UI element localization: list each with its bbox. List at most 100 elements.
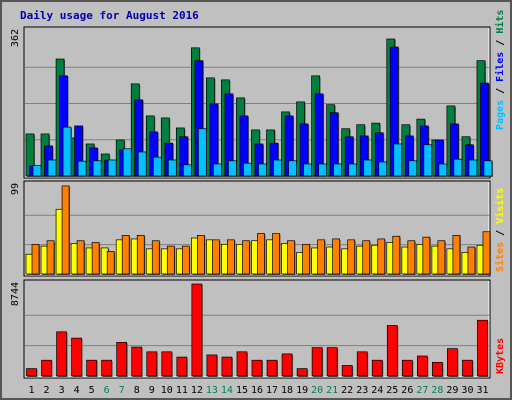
bar-pages xyxy=(303,163,312,177)
x-tick-label: 1 xyxy=(29,385,35,396)
bar-kbytes xyxy=(146,351,158,377)
bar-sites xyxy=(362,240,371,275)
x-tick-label: 20 xyxy=(311,385,323,396)
bar-kbytes xyxy=(432,361,443,377)
bar-sites xyxy=(422,236,431,275)
panel-hits-files-pages: 362 Pages / Files / Hits xyxy=(10,10,506,179)
x-tick-label: 30 xyxy=(461,385,473,396)
bar-pages xyxy=(453,158,463,177)
bar-pages xyxy=(333,163,342,177)
bar-sites xyxy=(106,251,115,275)
bar-kbytes xyxy=(477,319,488,377)
bar-kbytes xyxy=(131,346,143,377)
x-tick-label: 4 xyxy=(74,385,80,396)
axis-max-label: 362 xyxy=(10,29,21,47)
bar-pages xyxy=(47,159,57,177)
bar-kbytes xyxy=(326,347,338,377)
legend-visits-sites: Sites / Visits xyxy=(494,188,506,272)
bar-pages xyxy=(378,161,388,177)
bar-sites xyxy=(242,240,250,275)
bar-kbytes xyxy=(71,337,82,377)
x-tick-label: 11 xyxy=(176,385,188,396)
x-tick-label: 31 xyxy=(476,385,488,396)
bar-pages xyxy=(363,159,373,177)
bar-pages xyxy=(122,148,132,177)
bar-kbytes xyxy=(371,359,383,377)
bar-sites xyxy=(302,243,310,275)
bar-pages xyxy=(408,160,418,177)
bar-kbytes xyxy=(101,359,113,377)
bar-kbytes xyxy=(206,354,218,377)
bar-pages xyxy=(423,144,433,177)
bar-sites xyxy=(347,239,356,275)
bar-kbytes xyxy=(161,351,173,377)
panel-kbytes: 8744 KBytes xyxy=(10,279,506,379)
x-tick-label: 25 xyxy=(386,385,398,396)
bar-pages xyxy=(483,160,493,177)
bar-sites xyxy=(407,240,416,275)
bar-sites xyxy=(317,239,325,275)
chart-title: Daily usage for August 2016 xyxy=(20,9,199,22)
bar-pages xyxy=(77,160,87,177)
x-tick-label: 18 xyxy=(281,385,293,396)
legend-entry: / xyxy=(495,82,506,100)
bar-kbytes xyxy=(56,331,67,377)
legend-entry: Hits xyxy=(494,10,506,34)
x-tick-label: 3 xyxy=(59,385,65,396)
bar-kbytes xyxy=(191,283,203,377)
x-tick-label: 2 xyxy=(44,385,50,396)
bar-pages xyxy=(393,143,403,177)
bar-kbytes xyxy=(281,353,293,377)
bar-sites xyxy=(136,234,145,275)
bar-sites xyxy=(452,234,461,275)
bar-sites xyxy=(227,239,235,275)
legend-kbytes: KBytes xyxy=(495,338,506,374)
bar-pages xyxy=(167,159,177,177)
x-tick-label: 16 xyxy=(251,385,263,396)
bar-pages xyxy=(182,164,192,177)
axis-max-label: 8744 xyxy=(10,282,21,306)
bar-kbytes xyxy=(386,325,398,377)
panel-visits-sites: 99 Sites / Visits xyxy=(10,180,506,277)
bar-pages xyxy=(348,163,358,177)
x-tick-label: 19 xyxy=(296,385,308,396)
x-tick-label: 12 xyxy=(191,385,203,396)
bar-sites xyxy=(332,238,340,275)
bar-kbytes xyxy=(236,351,248,377)
x-tick-label: 8 xyxy=(134,385,140,396)
bar-sites xyxy=(76,240,85,275)
bar-pages xyxy=(438,163,448,177)
axis-max-label: 99 xyxy=(10,183,21,195)
x-tick-label: 28 xyxy=(431,385,443,396)
x-tick-label: 9 xyxy=(149,385,155,396)
legend-entry: Visits xyxy=(494,188,506,224)
bar-pages xyxy=(213,163,222,177)
bar-kbytes xyxy=(86,359,97,377)
x-tick-label: 27 xyxy=(416,385,428,396)
bar-sites xyxy=(257,233,265,275)
bar-pages xyxy=(62,126,72,177)
x-tick-label: 22 xyxy=(341,385,353,396)
bar-kbytes xyxy=(251,359,263,377)
bar-pages xyxy=(152,156,162,177)
bar-kbytes xyxy=(311,347,323,377)
x-tick-label: 23 xyxy=(356,385,368,396)
legend-hits-files-pages: Pages / Files / Hits xyxy=(494,10,506,130)
bar-kbytes xyxy=(462,359,473,377)
bar-sites xyxy=(121,234,130,275)
x-tick-label: 6 xyxy=(104,385,110,396)
bar-pages xyxy=(273,159,282,177)
legend-entry: / xyxy=(495,224,506,242)
bar-pages xyxy=(92,160,102,177)
bar-pages xyxy=(228,160,237,177)
bar-sites xyxy=(377,238,386,275)
bar-sites xyxy=(197,234,205,275)
x-tick-label: 7 xyxy=(119,385,125,396)
legend-entry: Files xyxy=(494,52,506,82)
bar-kbytes xyxy=(416,355,428,377)
x-tick-label: 15 xyxy=(236,385,248,396)
x-tick-label: 13 xyxy=(206,385,218,396)
bar-kbytes xyxy=(356,351,368,377)
x-tick-label: 29 xyxy=(446,385,458,396)
